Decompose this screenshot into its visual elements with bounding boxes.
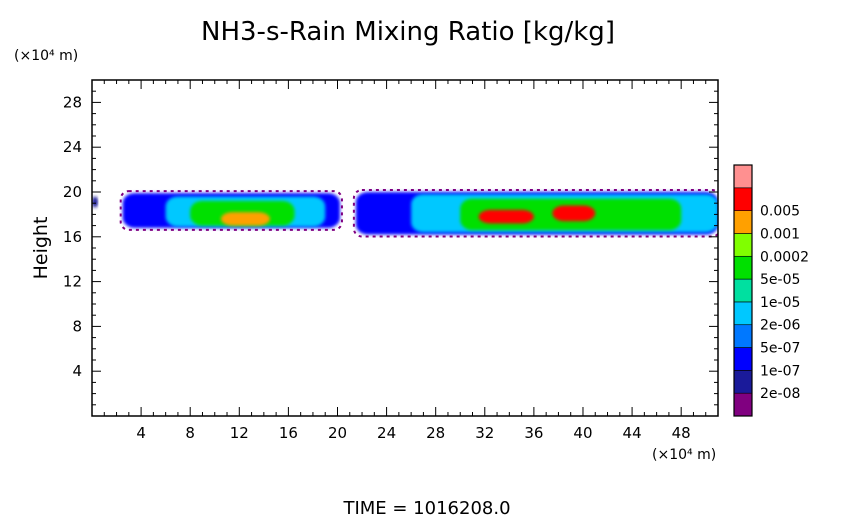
x-tick-label: 12 xyxy=(230,424,249,442)
x-tick-label: 4 xyxy=(136,424,146,442)
colorbar-label: 2e-08 xyxy=(760,386,800,402)
x-tick-labels: 4 8 12 16 20 24 28 32 36 40 44 48 xyxy=(136,424,690,442)
time-label: TIME = 1016208.0 xyxy=(342,498,510,519)
y-tick-label: 28 xyxy=(63,93,82,111)
x-tick-label: 48 xyxy=(672,424,691,442)
y-tick-label: 12 xyxy=(63,273,82,291)
x-tick-label: 16 xyxy=(279,424,298,442)
x-tick-label: 36 xyxy=(524,424,543,442)
colorbar-swatch xyxy=(733,392,753,417)
y-tick-labels: 4 8 12 16 20 24 28 xyxy=(63,93,82,380)
colorbar-swatch xyxy=(733,347,753,371)
colorbar-swatch xyxy=(733,164,753,189)
plot-frame xyxy=(91,79,719,417)
x-tick-label: 28 xyxy=(426,424,445,442)
axis-ticks xyxy=(92,80,718,416)
field-region-band-b-peak1 xyxy=(478,209,534,224)
colorbar-swatch xyxy=(733,370,753,394)
y-axis-unit: (×10⁴ m) xyxy=(14,48,78,64)
colorbar-swatch xyxy=(733,301,753,326)
colorbar-swatch xyxy=(733,255,753,280)
colorbar-label: 0.001 xyxy=(760,226,800,242)
y-tick-label: 8 xyxy=(72,317,82,335)
colorbar-swatch xyxy=(733,187,753,211)
field-region-left-edge xyxy=(92,196,99,208)
colorbar-swatch xyxy=(733,278,753,303)
x-tick-label: 24 xyxy=(377,424,396,442)
x-tick-label: 32 xyxy=(475,424,494,442)
colorbar-label: 5e-07 xyxy=(760,341,800,357)
colorbar-label: 2e-06 xyxy=(760,318,800,334)
x-tick-label: 20 xyxy=(328,424,347,442)
y-axis-label: Height xyxy=(30,217,52,280)
colorbar-label: 0.0002 xyxy=(760,249,809,265)
colorbar: 2e-08 1e-07 5e-07 2e-06 1e-05 5e-05 0.0002 0.00… xyxy=(733,164,809,417)
x-tick-label: 40 xyxy=(573,424,592,442)
colorbar-swatch xyxy=(733,324,753,348)
x-tick-label: 8 xyxy=(185,424,195,442)
colorbar-label: 5e-05 xyxy=(760,272,800,288)
field-edge-band-b xyxy=(352,189,718,238)
colorbar-label: 1e-07 xyxy=(760,363,800,379)
y-tick-label: 20 xyxy=(63,183,82,201)
colorbar-swatch xyxy=(733,233,753,257)
y-tick-label: 16 xyxy=(63,228,82,246)
colorbar-frame xyxy=(733,164,753,417)
chart-title: NH3-s-Rain Mixing Ratio [kg/kg] xyxy=(201,17,615,47)
colorbar-label: 0.005 xyxy=(760,204,800,220)
field-region-band-b-peak2 xyxy=(552,205,596,222)
mixing-ratio-field xyxy=(92,189,718,238)
x-tick-label: 44 xyxy=(623,424,642,442)
field-region-band-a-peak xyxy=(220,212,270,226)
colorbar-label: 1e-05 xyxy=(760,295,800,311)
colorbar-swatch xyxy=(733,210,753,234)
y-tick-label: 24 xyxy=(63,138,82,156)
y-tick-label: 4 xyxy=(72,362,82,380)
x-axis-unit: (×10⁴ m) xyxy=(652,447,716,463)
